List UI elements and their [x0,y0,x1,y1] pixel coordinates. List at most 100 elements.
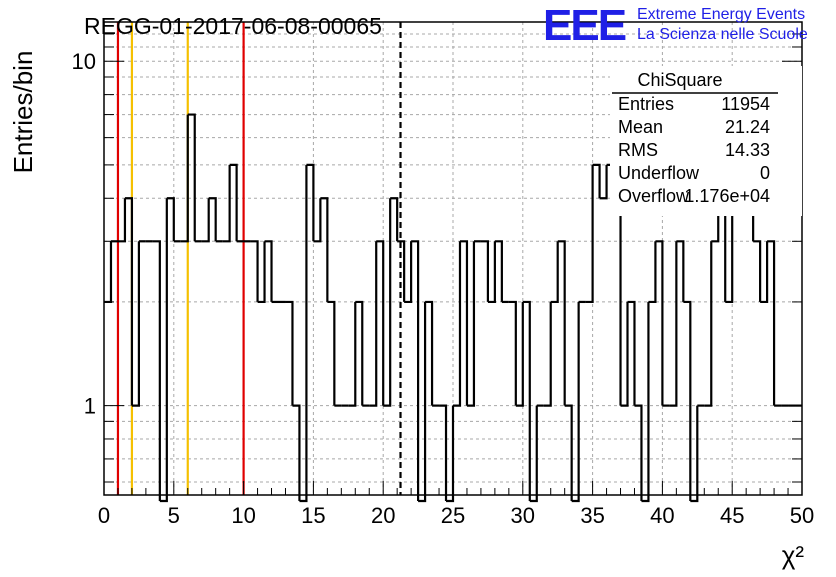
histogram-bin [187,113,196,242]
y-tick-label: 10 [72,49,96,74]
histogram-bin [592,163,601,199]
stats-row-label: Entries [618,94,674,114]
histogram-bin [152,240,161,501]
y-tick-label: 1 [84,394,96,419]
eee-logo: EEE Extreme Energy Events La Scienza nel… [543,1,808,50]
stats-row-label: Mean [618,117,663,137]
stats-box-title: ChiSquare [637,70,722,90]
histogram-bin [564,404,573,501]
histogram-bin [439,404,448,501]
x-tick-label: 10 [231,503,255,528]
histogram-bin [383,198,392,407]
stats-row-value: 14.33 [725,140,770,160]
histogram-bin [494,240,503,302]
histogram-bin [522,300,531,501]
histogram-bin [166,197,175,242]
histogram-bin [208,197,217,242]
histogram-bin [229,163,238,242]
histogram-bin [159,198,168,503]
stats-row-label: Underflow [618,163,700,183]
y-tick-labels: 1 10 [72,49,96,418]
histogram-bin [313,198,322,243]
histogram-bin [683,300,692,501]
histogram-bin [201,198,210,243]
x-tick-label: 5 [168,503,180,528]
stats-box: ChiSquare Entries 11954 Mean 21.24 RMS 14.33 U… [610,66,802,216]
histogram-bin [292,404,301,501]
histogram-bin [655,240,664,406]
eee-logo-mark: EEE [543,1,626,50]
histogram-bin [760,241,769,304]
histogram-bin [124,197,134,406]
x-tick-label: 50 [790,503,814,528]
histogram-bin [285,300,294,406]
stats-row-value: 0 [760,163,770,183]
histogram-bin [222,164,231,243]
histogram-bin [585,164,594,304]
eee-logo-line1: Extreme Energy Events [637,6,805,23]
histogram-bin [529,405,538,503]
histogram-bin [620,301,629,407]
plot-frame [103,21,803,496]
histogram-bin [753,240,762,302]
histogram-bin [550,241,559,304]
histogram-bin [180,114,189,243]
histogram-bin [306,163,315,242]
histogram-bin [327,300,336,406]
stats-box-bg [610,66,802,216]
histogram-bin [487,241,496,304]
histogram-bin [571,301,580,503]
histogram-bin [704,241,713,407]
histogram-bin [459,240,469,406]
histogram-bin [355,300,364,406]
histogram-bin [599,164,608,200]
histogram-bin [131,241,140,407]
histogram-bin [690,405,699,503]
histogram-bin [767,240,776,406]
x-tick-label: 35 [580,503,604,528]
histogram-bin [390,197,399,242]
histogram-bin [369,241,378,407]
histogram-bin [648,241,657,304]
y-axis-label: Entries/bin [8,51,38,174]
histogram-bin [250,240,259,302]
axis-ticks [103,21,803,495]
histogram-bin [299,164,308,503]
stats-row-value: 1.176e+04 [684,186,770,206]
x-tick-label: 30 [511,503,535,528]
histogram-bin [515,301,524,407]
histogram-bin [257,241,266,304]
histogram-bin [641,301,650,503]
x-tick-labels: 0 5 10 15 20 25 30 35 40 45 50 [98,503,814,528]
eee-logo-line2: La Scienza nelle Scuole [637,26,808,43]
x-axis-label: χ² [782,540,805,570]
stats-row-value: 11954 [721,94,770,114]
histogram-bin [543,301,552,407]
histogram-bin [264,240,273,302]
histogram-bin [508,300,517,406]
histogram-bin [411,240,420,501]
histogram-bin [446,405,455,503]
histogram-bin [466,241,476,407]
histogram-bin [117,198,127,243]
x-tick-label: 25 [441,503,465,528]
x-tick-label: 40 [650,503,674,528]
stats-rows: Entries 11954 Mean 21.24 RMS 14.33 Underflow 0 O… [618,94,770,206]
stats-row-label: Overflow [618,186,690,206]
stats-row-label: RMS [618,140,658,160]
histogram-bin [425,300,434,406]
histogram-bin [480,240,489,302]
histogram-bin [557,240,566,406]
histogram-bin [676,240,685,302]
histogram-bin [669,241,678,407]
histogram-bin [404,241,413,304]
histogram-bin [397,240,406,302]
x-tick-label: 0 [98,503,110,528]
histogram-bin [418,301,427,503]
histogram-bin [320,197,329,302]
histogram-bin [453,241,462,407]
chart-title: REGG-01-2017-06-08-00065 [84,13,382,39]
histogram-bin [627,300,636,406]
